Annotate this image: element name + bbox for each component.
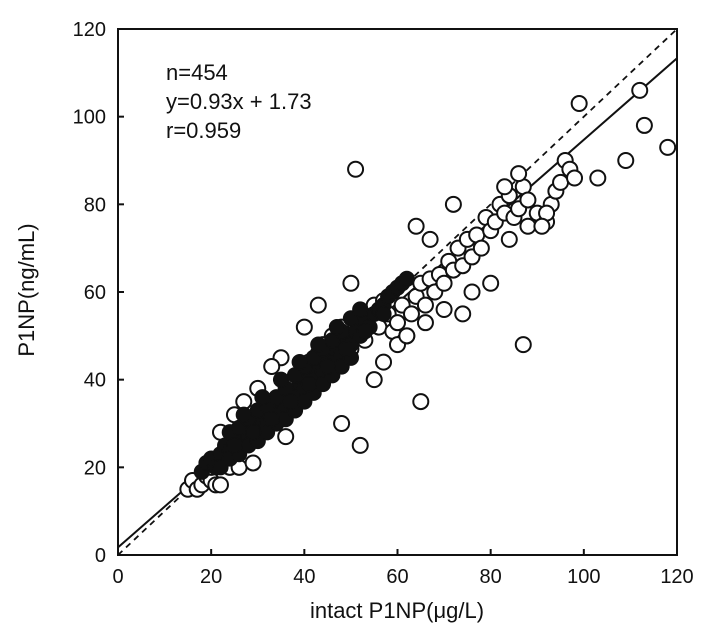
y-tick-label-3: 60: [84, 282, 106, 304]
filled-data-point: [291, 354, 308, 371]
filled-data-point: [263, 411, 280, 428]
annotation-n: n=454: [166, 60, 228, 85]
plot-area: [117, 28, 678, 556]
open-data-point: [617, 152, 635, 169]
x-tick-label-5: 100: [567, 566, 600, 588]
filled-data-point: [300, 375, 318, 393]
open-data-point: [342, 274, 360, 292]
open-data-point: [421, 230, 439, 248]
open-data-point: [463, 283, 481, 301]
open-data-point: [347, 160, 365, 178]
open-data-point: [566, 169, 584, 187]
y-tick-label-1: 20: [84, 457, 106, 479]
open-data-point: [389, 314, 406, 332]
x-axis-label: intact P1NP(μg/L): [310, 598, 484, 623]
open-data-point: [412, 393, 430, 411]
y-axis-label: P1NP(ng/mL): [14, 223, 39, 356]
open-data-point: [435, 274, 453, 292]
open-data-point: [365, 371, 383, 389]
x-tick-label-2: 40: [293, 566, 315, 588]
filled-data-point: [338, 340, 355, 358]
axes-layer: 0 20 40 60 80 100 120 0 20 40 60 80 100 120: [73, 19, 694, 588]
y-tick-label-6: 120: [73, 19, 106, 41]
x-tick-label-4: 80: [480, 566, 502, 588]
open-data-point: [552, 173, 570, 191]
open-data-point: [635, 116, 653, 134]
open-data-point: [309, 296, 327, 314]
filled-data-point: [310, 336, 327, 353]
filled-data-point: [244, 424, 262, 441]
open-data-point: [514, 336, 532, 354]
open-data-point: [519, 191, 537, 209]
open-data-point: [333, 415, 351, 432]
open-data-point: [277, 428, 295, 446]
x-tick-label-3: 60: [386, 566, 408, 588]
y-tick-label-4: 80: [84, 194, 106, 216]
filled-data-point: [375, 305, 392, 323]
open-data-point: [398, 327, 416, 345]
x-tick-label-1: 20: [200, 566, 222, 588]
filled-data-point: [328, 318, 346, 336]
open-data-point: [482, 274, 500, 292]
filled-data-point: [254, 389, 271, 406]
open-data-point: [407, 217, 425, 235]
filled-data-point: [319, 358, 336, 375]
open-data-point: [416, 314, 434, 332]
open-data-point: [211, 476, 229, 494]
filled-data-point: [398, 270, 415, 287]
annotation-r: r=0.959: [166, 118, 241, 143]
y-tick-label-5: 100: [73, 107, 106, 129]
open-data-point: [244, 454, 262, 472]
open-data-point: [472, 239, 490, 257]
x-tick-label-0: 0: [112, 566, 123, 588]
open-data-point: [589, 169, 607, 187]
filled-data-point: [352, 301, 369, 318]
open-data-point: [263, 358, 281, 376]
open-data-point: [500, 230, 518, 248]
open-data-point: [351, 436, 369, 454]
y-tick-label-2: 40: [84, 370, 106, 392]
open-data-point: [416, 296, 434, 314]
filled-data-point: [356, 323, 373, 340]
open-data-point: [402, 305, 420, 323]
open-data-point: [295, 318, 313, 336]
y-tick-label-0: 0: [95, 545, 106, 567]
x-tick-label-6: 120: [660, 566, 693, 588]
open-data-point: [631, 81, 649, 99]
filled-data-point: [235, 406, 252, 423]
open-data-point: [659, 138, 677, 156]
filled-data-point: [272, 371, 290, 388]
identity-line: [117, 28, 678, 556]
open-data-point: [375, 353, 393, 371]
filled-data-point: [282, 393, 299, 410]
open-data-point: [510, 165, 528, 183]
open-data-point: [533, 217, 551, 235]
annotation-equation: y=0.93x + 1.73: [166, 89, 312, 114]
open-data-point: [444, 195, 462, 213]
open-data-point: [496, 178, 514, 196]
open-data-point: [435, 301, 453, 319]
filled-data-point: [226, 437, 243, 454]
open-data-point: [519, 217, 537, 235]
open-data-point: [454, 305, 472, 323]
open-data-point: [570, 95, 588, 113]
